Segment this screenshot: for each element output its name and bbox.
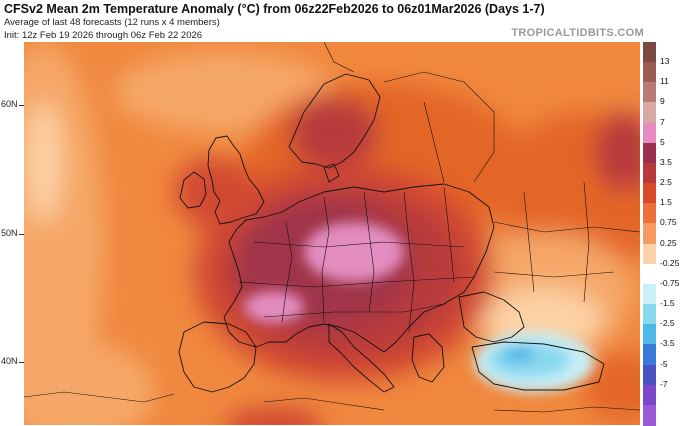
colorbar-segment — [643, 404, 656, 426]
border-line — [281, 221, 293, 323]
colorbar-label: -3.5 — [660, 338, 675, 349]
border-line — [24, 391, 175, 403]
colorbar-segment — [643, 364, 656, 386]
border-line — [263, 303, 445, 318]
colorbar-labels: 13 11 9 7 5 3.5 2.5 1.5 0.75 0.25 -0.25 -0.75 -1.5 -2… — [658, 42, 680, 425]
latitude-tick — [19, 105, 24, 106]
iberia-outline — [178, 321, 257, 393]
colorbar-label: 7 — [660, 116, 665, 127]
latitude-label: 60N — [1, 99, 18, 109]
colorbar-segment — [643, 384, 656, 406]
colorbar-label: -0.25 — [660, 257, 680, 268]
anomaly-region-south-hot — [224, 407, 324, 425]
colorbar-label: -2.5 — [660, 318, 675, 329]
colorbar-segment — [643, 142, 656, 164]
colorbar-segment — [643, 304, 656, 325]
anomaly-region-southwest-mild — [24, 342, 154, 425]
colorbar-segment — [643, 42, 656, 63]
colorbar-label: 1.5 — [660, 197, 672, 208]
colorbar-segment — [643, 122, 656, 144]
colorbar-segment — [643, 344, 656, 366]
colorbar-label: 3.5 — [660, 156, 672, 167]
latitude-label: 40N — [1, 356, 18, 366]
anomaly-region-far-east-very-hot — [594, 112, 640, 192]
anatolia-outline — [471, 341, 605, 391]
latitude-label: 50N — [1, 227, 18, 238]
internal-borders — [24, 42, 640, 413]
anomaly-core — [244, 222, 594, 392]
colorbar — [643, 42, 656, 426]
colorbar-segment — [643, 263, 656, 285]
colorbar-segment — [643, 283, 656, 305]
black-sea-outline — [458, 291, 525, 343]
border-line — [493, 406, 640, 413]
continental-europe-outline — [223, 183, 495, 353]
border-line — [238, 276, 475, 288]
border-line — [493, 271, 615, 278]
colorbar-label: 5 — [660, 136, 665, 147]
border-line — [363, 191, 375, 313]
anomaly-map-svg — [24, 42, 640, 425]
anomaly-region-west-pale — [26, 102, 62, 222]
colorbar-label: 13 — [660, 56, 670, 67]
border-line — [403, 191, 415, 333]
colorbar-segment — [643, 324, 656, 345]
colorbar-label: -5 — [660, 358, 668, 369]
brand-watermark: TROPICALTIDBITS.COM — [511, 27, 644, 39]
header: CFSv2 Mean 2m Temperature Anomaly (°C) f… — [0, 0, 680, 42]
colorbar-segment — [643, 162, 656, 184]
country-borders — [178, 73, 605, 393]
colorbar-label: 11 — [660, 76, 669, 87]
map-title: CFSv2 Mean 2m Temperature Anomaly (°C) f… — [4, 2, 545, 16]
border-line — [443, 186, 455, 283]
colorbar-label: -7 — [660, 378, 668, 389]
great-britain-outline — [207, 135, 265, 225]
init-label: Init: 12z Feb 19 2026 through 06z Feb 22… — [4, 30, 203, 41]
italy-outline — [328, 323, 395, 393]
anomaly-region-central-max — [304, 222, 404, 282]
anomaly-region-turkey-cold-core — [503, 346, 535, 362]
border-line — [383, 71, 495, 183]
scandinavia-outline — [288, 73, 381, 169]
colorbar-label: 2.5 — [660, 177, 672, 188]
colorbar-segment — [643, 223, 656, 245]
colorbar-segment — [643, 82, 656, 104]
anomaly-region-southeast-warm — [584, 352, 640, 422]
border-line — [493, 221, 640, 233]
balkans-outline — [411, 333, 445, 383]
colorbar-segment — [643, 203, 656, 224]
border-line — [253, 241, 465, 248]
denmark-outline — [323, 163, 340, 183]
colorbar-segment — [643, 183, 656, 204]
ireland-outline — [179, 171, 207, 209]
latitude-tick — [19, 362, 24, 363]
anomaly-region-scandinavia-very-hot — [289, 97, 379, 167]
border-line — [263, 397, 385, 411]
map-subtitle: Average of last 48 forecasts (12 runs x … — [4, 17, 220, 28]
border-line — [323, 42, 355, 73]
colorbar-segment — [643, 102, 656, 124]
colorbar-label: 0.25 — [660, 237, 677, 248]
colorbar-label: -0.75 — [660, 277, 680, 288]
colorbar-segment — [643, 243, 656, 265]
border-line — [583, 181, 590, 303]
border-line — [523, 191, 535, 293]
colorbar-label: 0.75 — [660, 217, 677, 228]
border-line — [423, 101, 445, 183]
anomaly-map — [24, 42, 640, 425]
colorbar-label: 9 — [660, 96, 665, 107]
anomaly-region-france-max — [244, 291, 304, 323]
border-line — [321, 196, 330, 323]
colorbar-segment — [643, 62, 656, 83]
latitude-axis: 60N 50N 40N — [0, 42, 24, 425]
colorbar-label: -1.5 — [660, 298, 675, 309]
latitude-tick — [19, 233, 24, 235]
